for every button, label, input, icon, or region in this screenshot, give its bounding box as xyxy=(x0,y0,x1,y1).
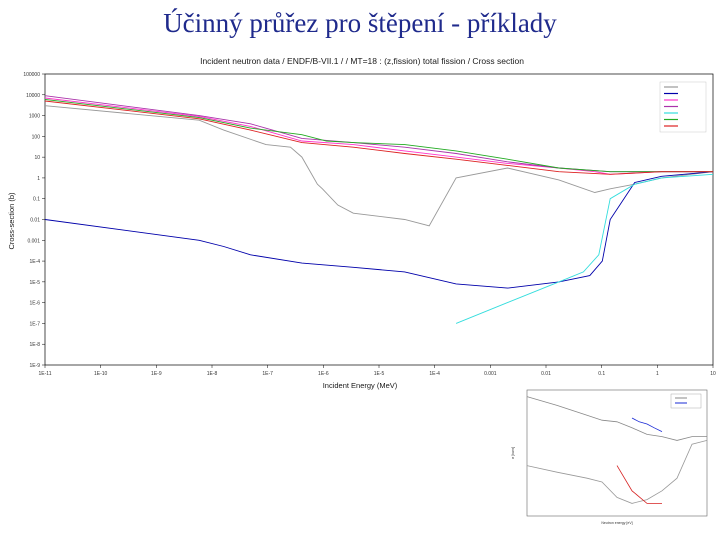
plot-frame xyxy=(44,73,714,366)
x-tick-label: 1E-6 xyxy=(318,371,329,377)
series-line-2 xyxy=(44,171,714,289)
inset-y-axis-label: σ [barn] xyxy=(511,447,515,459)
x-tick-label: 1E-9 xyxy=(151,371,162,377)
inset-x-axis-label: Neutron energy [eV] xyxy=(601,521,632,525)
y-tick-label: 100 xyxy=(32,134,41,140)
slide-title: Účinný průřez pro štěpení - příklady xyxy=(163,8,557,38)
series-line-5 xyxy=(455,173,714,324)
inset-series-line-1 xyxy=(526,396,707,441)
x-tick-label: 1E-7 xyxy=(262,371,273,377)
series-line-3 xyxy=(44,97,713,175)
x-tick-label: 1E-8 xyxy=(207,371,218,377)
inset-chart: Neutron energy [eV] σ [barn] xyxy=(503,380,713,528)
series-line-1 xyxy=(44,105,714,227)
y-tick-label: 1E-7 xyxy=(29,321,40,327)
y-tick-label: 1E-4 xyxy=(29,259,40,265)
x-axis-label: Incident Energy (MeV) xyxy=(323,381,398,390)
y-tick-label: 100000 xyxy=(23,72,40,78)
y-tick-label: 10000 xyxy=(26,93,40,99)
main-chart: Incident neutron data / ENDF/B-VII.1 / /… xyxy=(7,56,716,390)
inset-plot-frame xyxy=(526,389,708,517)
x-tick-label: 1E-5 xyxy=(374,371,385,377)
y-axis-label: Cross-section (b) xyxy=(7,192,16,250)
x-tick-label: 1E-10 xyxy=(94,371,108,377)
series-line-4 xyxy=(44,95,713,173)
inset-legend xyxy=(670,393,702,409)
y-axis: 1E-9 1E-8 1E-7 1E-6 1E-5 1E-4 0.001 0.01 0.1 1 10 1… xyxy=(23,72,45,369)
y-tick-label: 0.001 xyxy=(27,238,40,244)
series-line-6 xyxy=(44,98,713,173)
series-group xyxy=(44,95,714,324)
y-tick-label: 1E-6 xyxy=(29,301,40,307)
x-tick-label: 1E-4 xyxy=(429,371,440,377)
y-tick-label: 0.01 xyxy=(30,218,40,224)
x-tick-label: 1E-11 xyxy=(39,371,52,377)
inset-series-line-4 xyxy=(616,465,662,504)
x-tick-label: 0.1 xyxy=(598,371,605,377)
x-tick-label: 0.01 xyxy=(541,371,551,377)
inset-series-line-3 xyxy=(526,440,708,504)
y-tick-label: 1000 xyxy=(29,114,40,120)
y-tick-label: 1 xyxy=(37,176,40,182)
legend xyxy=(659,81,707,133)
y-tick-label: 1E-5 xyxy=(29,280,40,286)
y-tick-label: 0.1 xyxy=(33,197,40,203)
inset-series-line-2 xyxy=(631,417,663,432)
x-tick-label: 10 xyxy=(710,371,716,377)
inset-series-group xyxy=(526,396,708,504)
x-axis: 1E-11 1E-10 1E-9 1E-8 1E-7 1E-6 1E-5 1E-4 0.001 0… xyxy=(39,365,716,377)
y-tick-label: 10 xyxy=(34,155,40,161)
inset-legend-box xyxy=(670,393,702,409)
series-line-7 xyxy=(44,100,713,175)
x-tick-label: 1 xyxy=(656,371,659,377)
chart-title: Incident neutron data / ENDF/B-VII.1 / /… xyxy=(200,56,524,66)
x-tick-label: 0.001 xyxy=(484,371,497,377)
y-tick-label: 1E-8 xyxy=(29,342,40,348)
y-tick-label: 1E-9 xyxy=(29,363,40,369)
